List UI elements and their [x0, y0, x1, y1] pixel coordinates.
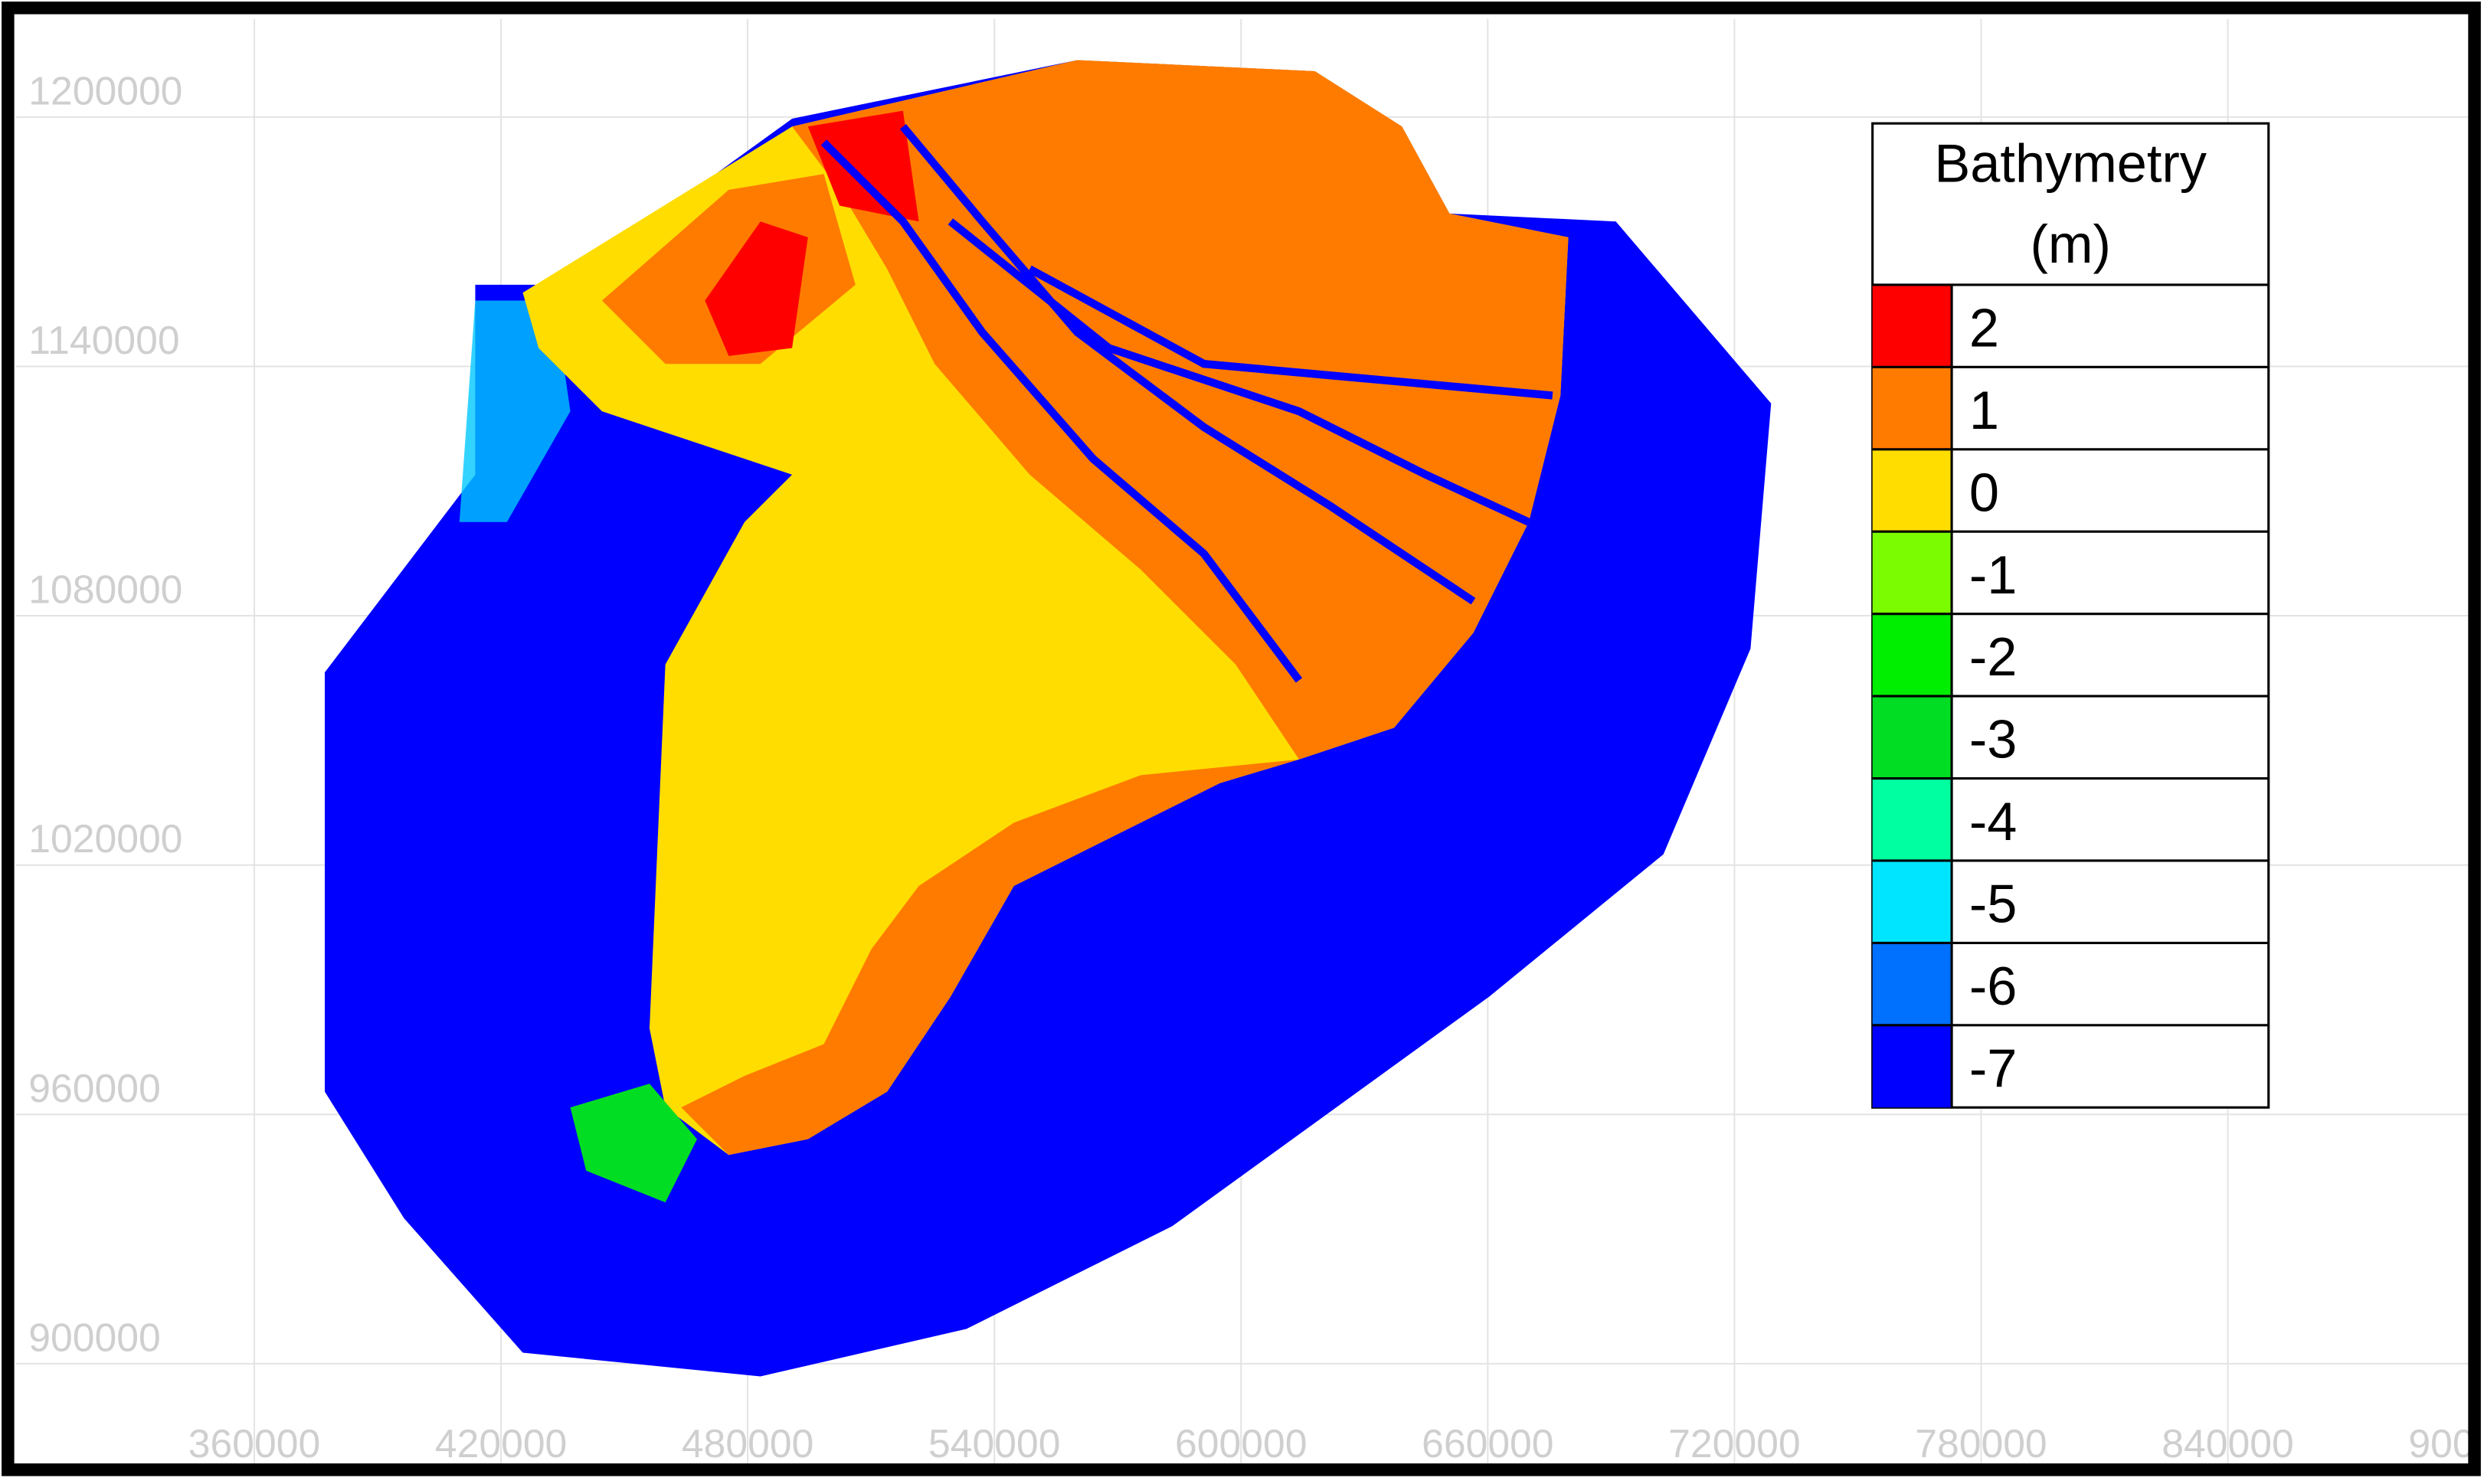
- legend-label: -5: [1969, 874, 2018, 934]
- y-tick-label: 1020000: [28, 816, 182, 861]
- legend-label: -7: [1969, 1038, 2018, 1098]
- y-tick-label: 900000: [28, 1315, 160, 1359]
- x-tick-label: 900000: [2408, 1421, 2484, 1466]
- x-tick-label: 780000: [1915, 1421, 2047, 1466]
- legend-label: -4: [1969, 791, 2018, 852]
- y-tick-label: 1140000: [28, 318, 179, 362]
- x-tick-label: 660000: [1422, 1421, 1553, 1466]
- legend-label: 0: [1969, 462, 1999, 522]
- x-tick-label: 480000: [682, 1421, 813, 1466]
- legend-title: Bathymetry: [1934, 133, 2207, 194]
- legend-swatch: [1872, 367, 1952, 449]
- y-tick-label: 1200000: [28, 68, 182, 113]
- legend-swatch: [1872, 284, 1952, 368]
- island: [570, 1084, 698, 1203]
- x-tick-label: 840000: [2162, 1421, 2293, 1466]
- river: [820, 139, 1303, 683]
- legend-label: -3: [1969, 709, 2018, 770]
- peak: [705, 221, 808, 356]
- river: [899, 123, 1476, 605]
- legend-swatch: [1872, 531, 1952, 614]
- y-tick-label: 960000: [28, 1066, 160, 1110]
- legend-swatch: [1872, 1025, 1952, 1108]
- y-tick-label: 1080000: [28, 567, 182, 612]
- legend-swatch: [1872, 943, 1952, 1025]
- legend-label: -1: [1969, 544, 2018, 605]
- legend-swatch: [1872, 696, 1952, 779]
- legend-swatch: [1872, 778, 1952, 861]
- legend-swatch: [1872, 860, 1952, 943]
- x-tick-label: 540000: [928, 1421, 1060, 1466]
- coast-high: [681, 759, 1299, 1155]
- legend-label: 2: [1969, 298, 1999, 358]
- bathymetry-map: [324, 60, 1772, 1377]
- legend-title: (m): [2030, 214, 2110, 274]
- x-tick-label: 720000: [1668, 1421, 1800, 1466]
- legend-label: -2: [1969, 626, 2018, 687]
- legend-label: 1: [1969, 380, 1999, 440]
- x-tick-label: 420000: [435, 1421, 567, 1466]
- legend-swatch: [1872, 613, 1952, 697]
- axes: 360000 420000 480000 540000 600000 660000 7200…: [28, 68, 2484, 1466]
- peak: [807, 110, 919, 222]
- legend-swatch: [1872, 449, 1952, 532]
- legend-label: -6: [1969, 956, 2018, 1016]
- shallow-water: [459, 300, 571, 522]
- x-tick-label: 600000: [1175, 1421, 1307, 1466]
- x-tick-label: 360000: [188, 1421, 320, 1466]
- river: [1027, 265, 1553, 400]
- river: [947, 218, 1531, 526]
- legend: Bathymetry (m) 2 1 0 -1 -2 -3 -4 -5 -6 -7: [1871, 122, 2270, 1109]
